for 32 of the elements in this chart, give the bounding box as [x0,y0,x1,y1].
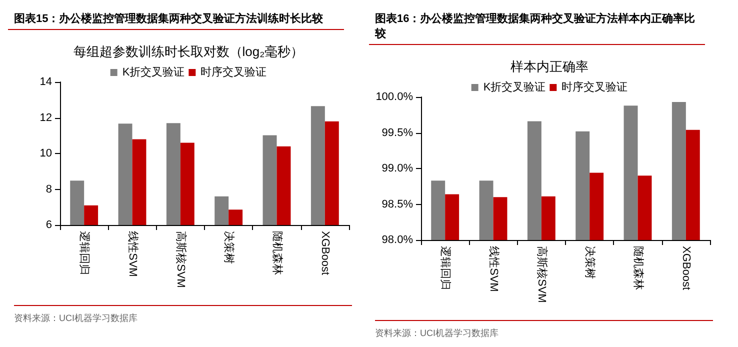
x-tick-label: 随机森林 [632,246,645,290]
x-tick-label: XGBoost [680,246,692,290]
y-tick-label: 99.5% [382,126,414,139]
y-tick-label: 14 [40,76,52,88]
legend-label: 时序交叉验证 [562,80,628,94]
y-tick-label: 100.0% [376,91,414,103]
y-tick-label: 8 [46,183,52,196]
y-tick-label: 6 [46,219,52,231]
chart-subtitle: 每组超参数训练时长取对数（log₂毫秒） [73,44,304,59]
legend-label: K折交叉验证 [483,80,546,94]
y-tick-label: 98.0% [382,234,414,246]
x-tick-label: 决策树 [222,231,236,264]
x-tick-label: 随机森林 [270,231,284,275]
x-tick-label: 逻辑回归 [439,246,452,290]
chart-title: 图表15：办公楼监控管理数据集两种交叉验证方法训练时长比较 [8,8,344,30]
x-tick-label: 线性SVM [487,246,500,292]
x-tick-label: 高斯核SVM [174,231,188,288]
x-tick-label: 逻辑回归 [78,231,92,275]
text: 资料来源：UCI机器学习数据库 [14,312,138,325]
y-tick-label: 98.5% [382,198,414,210]
x-tick-label: 线性SVM [126,231,140,277]
legend-label: 时序交叉验证 [200,66,267,78]
x-tick-label: 决策树 [584,246,597,279]
chart-title: 图表16：办公楼监控管理数据集两种交叉验证方法样本内正确率比较 [369,8,705,45]
y-tick-label: 12 [40,112,52,124]
text: 资料来源：UCI机器学习数据库 [375,327,500,340]
chart-subtitle: 样本内正确率 [510,59,588,74]
y-tick-label: 99.0% [382,162,414,174]
x-tick-label: 高斯核SVM [535,246,548,303]
legend-label: K折交叉验证 [122,66,185,78]
x-tick-label: XGBoost [318,231,331,276]
y-tick-label: 10 [40,148,52,160]
